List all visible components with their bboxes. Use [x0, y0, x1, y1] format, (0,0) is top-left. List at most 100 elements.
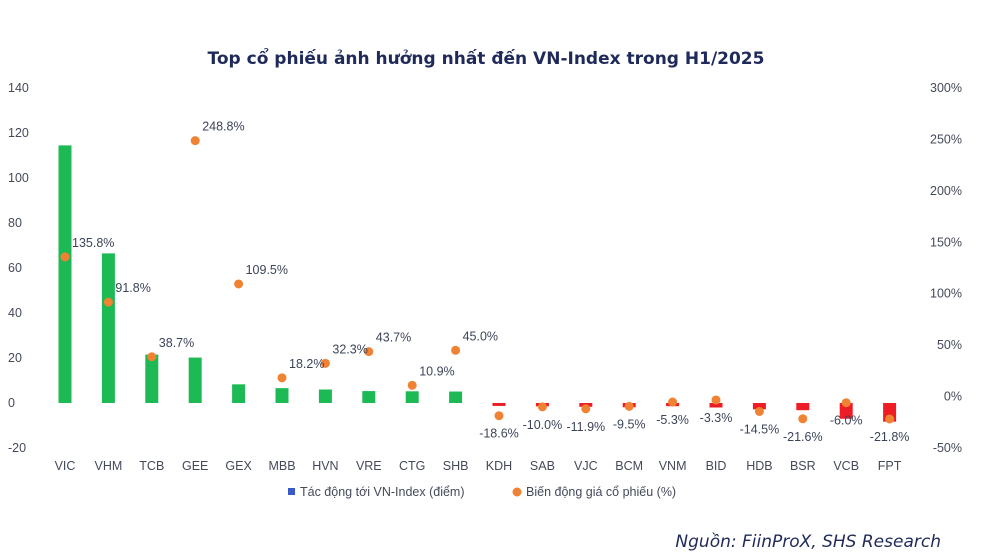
right-axis: 300% 250% 200% 150% 100% 50% 0% -50%	[930, 81, 962, 455]
left-tick-label: 0	[8, 396, 15, 410]
legend-marker-bar	[288, 488, 295, 495]
bar-series	[58, 145, 897, 422]
dot-vic	[60, 252, 70, 262]
legend-label-dot: Biến động giá cổ phiếu (%)	[526, 485, 676, 499]
category-label-ctg: CTG	[399, 459, 425, 473]
category-axis: VIC VHM TCB GEE GEX MBB HVN VRE CTG SHB KDH SAB VJC B…	[55, 459, 902, 473]
dot-vre	[364, 347, 374, 357]
category-label-hdb: HDB	[746, 459, 772, 473]
dot-vnm	[668, 397, 678, 407]
dot-label-shb: 45.0%	[463, 329, 498, 343]
dot-label-tcb: 38.7%	[159, 336, 194, 350]
category-label-vic: VIC	[55, 459, 76, 473]
dot-label-vhm: 91.8%	[115, 281, 150, 295]
dot-label-hvn: 32.3%	[332, 342, 367, 356]
bar-vre	[362, 391, 376, 403]
category-label-vre: VRE	[356, 459, 382, 473]
category-label-bid: BID	[706, 459, 727, 473]
dot-label-bsr: -21.6%	[783, 430, 823, 444]
legend-label-bar: Tác động tới VN-Index (điểm)	[300, 485, 465, 499]
dot-label-kdh: -18.6%	[479, 427, 519, 441]
bar-hvn	[318, 389, 332, 403]
right-tick-label: -50%	[933, 441, 962, 455]
dot-fpt	[885, 414, 895, 424]
bar-kdh	[492, 403, 506, 406]
dot-bcm	[624, 401, 634, 411]
dot-label-fpt: -21.8%	[870, 430, 910, 444]
category-label-hvn: HVN	[312, 459, 338, 473]
dot-tcb	[147, 352, 157, 362]
dot-vcb	[841, 398, 851, 408]
dot-vjc	[581, 404, 591, 414]
category-label-fpt: FPT	[878, 459, 902, 473]
right-tick-label: 150%	[930, 235, 962, 249]
dot-label-bcm: -9.5%	[613, 417, 646, 431]
bar-vcb	[839, 403, 853, 419]
dot-label-vic: 135.8%	[72, 236, 114, 250]
dot-label-mbb: 18.2%	[289, 357, 324, 371]
dot-gee	[190, 136, 200, 146]
right-tick-label: 100%	[930, 287, 962, 301]
bar-bid	[709, 403, 723, 408]
bar-hdb	[752, 403, 766, 410]
chart-title: Top cổ phiếu ảnh hưởng nhất đến VN-Index…	[208, 47, 765, 69]
dot-shb	[451, 345, 461, 355]
category-label-vjc: VJC	[574, 459, 598, 473]
dot-label-gee: 248.8%	[202, 120, 244, 134]
category-label-gex: GEX	[225, 459, 252, 473]
dot-gex	[234, 279, 244, 289]
dot-ctg	[407, 380, 417, 390]
category-label-gee: GEE	[182, 459, 208, 473]
legend: Tác động tới VN-Index (điểm) Biến động g…	[288, 485, 676, 499]
left-tick-label: 120	[8, 126, 29, 140]
category-label-sab: SAB	[530, 459, 555, 473]
left-axis: 140 120 100 80 60 40 20 0 -20	[8, 81, 29, 455]
right-tick-label: 250%	[930, 132, 962, 146]
bar-shb	[449, 391, 463, 403]
dot-kdh	[494, 411, 504, 421]
right-tick-label: 200%	[930, 184, 962, 198]
bar-tcb	[145, 354, 159, 403]
right-tick-label: 50%	[937, 338, 962, 352]
bar-gex	[232, 384, 246, 403]
left-tick-label: 100	[8, 171, 29, 185]
category-label-vnm: VNM	[659, 459, 687, 473]
dot-label-vjc: -11.9%	[566, 420, 605, 434]
bar-vic	[58, 145, 72, 403]
dot-series	[60, 136, 895, 424]
left-tick-label: 40	[8, 306, 22, 320]
source-note: Nguồn: FiinProX, SHS Research	[675, 532, 941, 552]
left-tick-label: -20	[8, 441, 26, 455]
bar-bsr	[796, 403, 810, 411]
category-label-shb: SHB	[443, 459, 469, 473]
left-tick-label: 80	[8, 216, 22, 230]
dot-vhm	[103, 297, 113, 307]
dot-label-sab: -10.0%	[523, 418, 563, 432]
left-tick-label: 60	[8, 261, 22, 275]
category-label-mbb: MBB	[268, 459, 295, 473]
dot-sab	[537, 402, 547, 412]
dot-label-hdb: -14.5%	[740, 422, 780, 436]
bar-gee	[188, 357, 202, 403]
dot-bsr	[798, 414, 808, 424]
dot-hvn	[320, 358, 330, 368]
legend-marker-dot	[512, 487, 522, 497]
dot-label-vcb: -6.0%	[830, 414, 863, 428]
dot-labels: 135.8% 91.8% 38.7% 248.8% 109.5% 18.2% 32.3% 43…	[72, 120, 909, 444]
dot-label-vre: 43.7%	[376, 331, 411, 345]
bar-ctg	[405, 391, 419, 403]
dot-mbb	[277, 373, 287, 383]
category-label-bcm: BCM	[615, 459, 643, 473]
category-label-bsr: BSR	[790, 459, 816, 473]
category-label-vhm: VHM	[95, 459, 123, 473]
right-tick-label: 0%	[944, 390, 962, 404]
category-label-kdh: KDH	[486, 459, 512, 473]
category-label-vcb: VCB	[833, 459, 859, 473]
dot-hdb	[754, 406, 764, 416]
bar-vhm	[101, 253, 115, 403]
dot-label-gex: 109.5%	[246, 263, 288, 277]
dot-label-vnm: -5.3%	[656, 413, 689, 427]
bar-mbb	[275, 388, 289, 403]
left-tick-label: 20	[8, 351, 22, 365]
